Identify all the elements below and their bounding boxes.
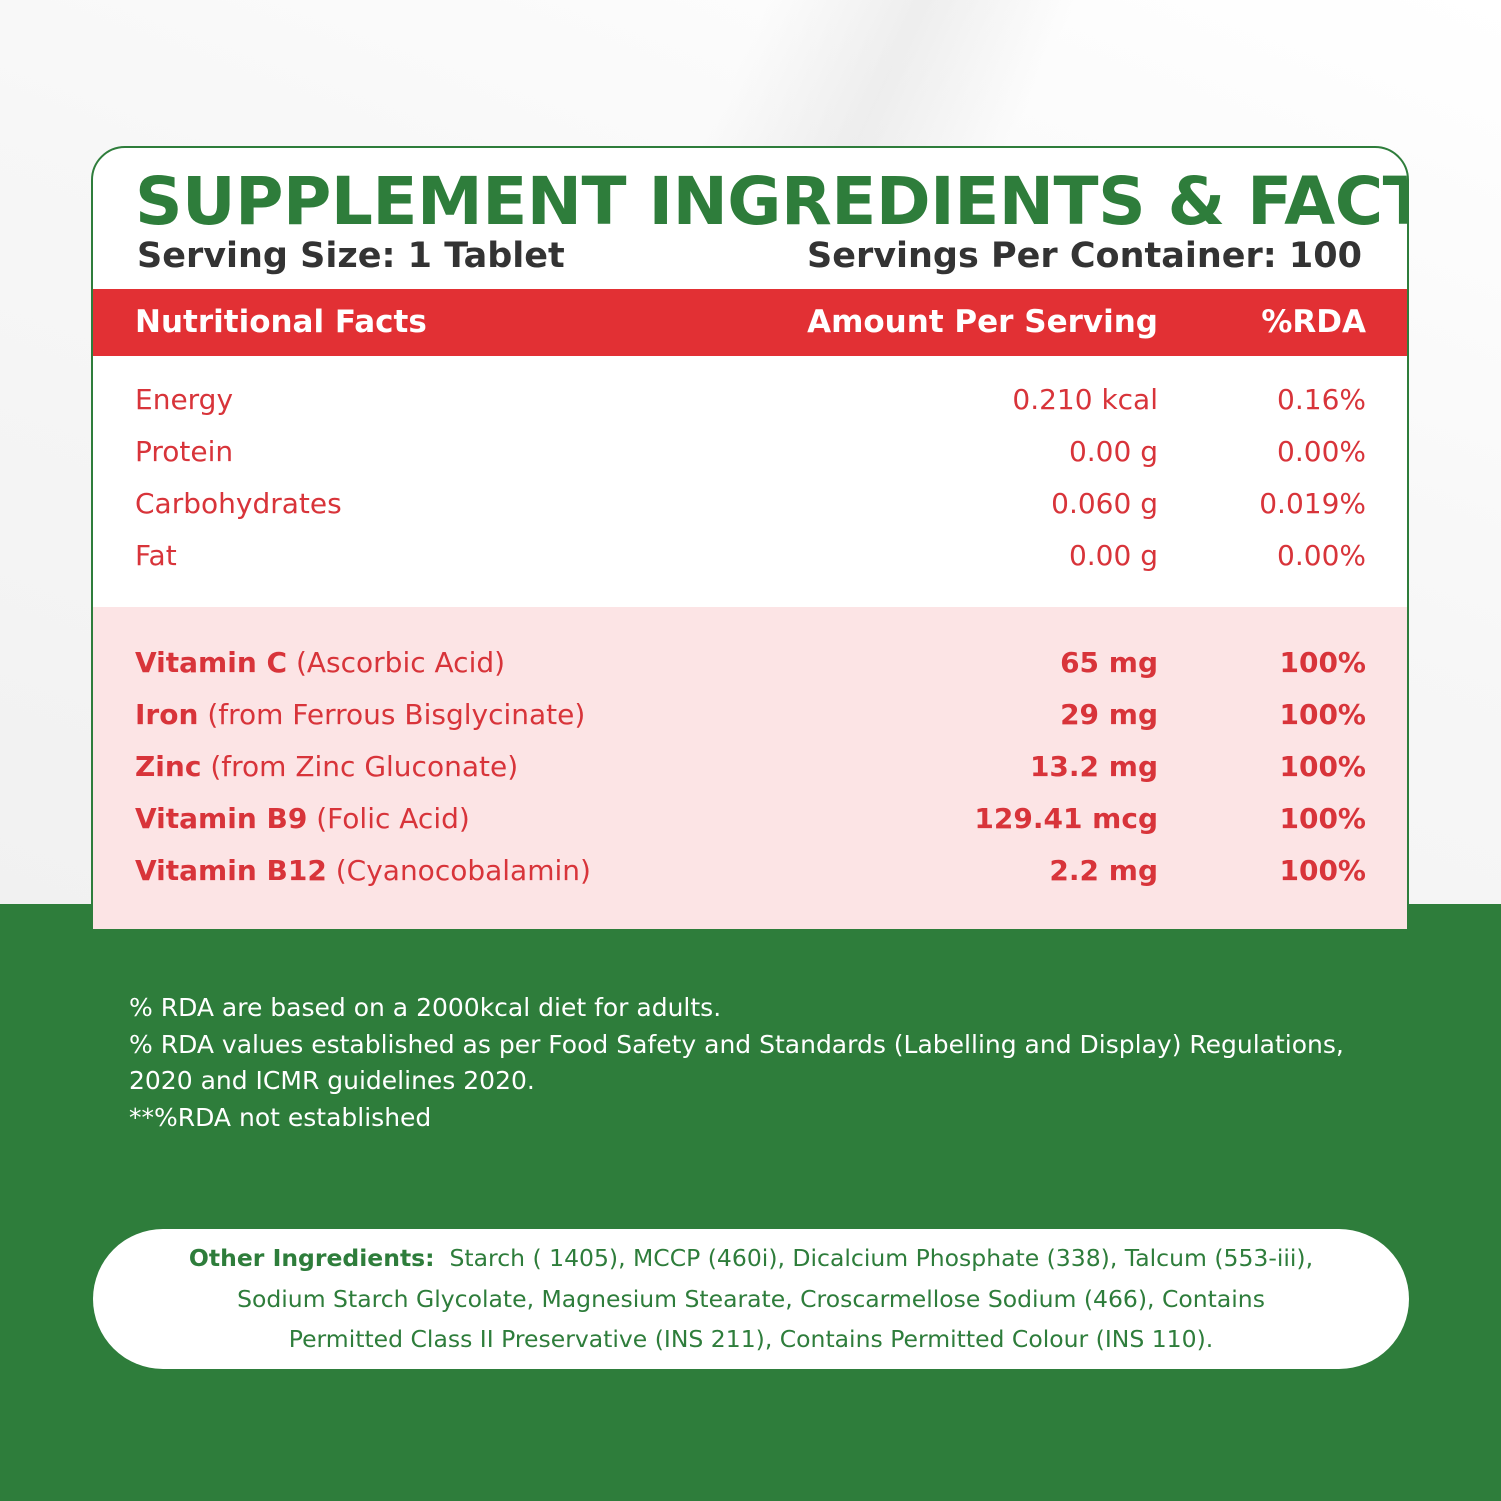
vitamin-source: (from Zinc Gluconate) — [210, 750, 519, 783]
other-ingredients-line2: Sodium Starch Glycolate, Magnesium Stear… — [237, 1284, 1265, 1313]
nutrient-name: Carbohydrates — [135, 487, 342, 520]
nutrient-rda: 0.019% — [1259, 487, 1366, 520]
vitamin-source: (Cyanocobalamin) — [335, 854, 591, 887]
servings-per-container: Servings Per Container: 100 — [807, 236, 1362, 276]
nutrient-amount: 0.00 g — [1068, 435, 1158, 468]
note-line: 2020 and ICMR guidelines 2020. — [129, 1066, 535, 1095]
nutrient-name: Fat — [135, 539, 177, 572]
vitamin-name: Iron — [135, 698, 199, 731]
nutrient-amount: 0.00 g — [1068, 539, 1158, 572]
nutrient-rda: 0.00% — [1277, 435, 1366, 468]
vitamin-amount: 65 mg — [1060, 646, 1158, 679]
other-ingredients-line3: Permitted Class II Preservative (INS 211… — [288, 1325, 1214, 1354]
vitamin-rda: 100% — [1279, 698, 1366, 731]
other-ingredients-box: Other Ingredients: Starch ( 1405), MCCP … — [93, 1229, 1409, 1369]
note-line: % RDA are based on a 2000kcal diet for a… — [129, 993, 722, 1022]
vitamin-source: (Ascorbic Acid) — [295, 646, 506, 679]
rda-notes: % RDA are based on a 2000kcal diet for a… — [129, 990, 1389, 1136]
table-header: Nutritional Facts Amount Per Serving %RD… — [93, 289, 1407, 356]
vitamin-rda: 100% — [1279, 854, 1366, 887]
vitamins-section: Vitamin C (Ascorbic Acid) 65 mg 100% Iro… — [93, 607, 1407, 929]
nutrient-rda: 0.16% — [1277, 383, 1366, 416]
page-title: SUPPLEMENT INGREDIENTS & FACTS — [135, 163, 1409, 240]
vitamin-name: Vitamin C — [135, 646, 288, 679]
vitamin-rda: 100% — [1279, 646, 1366, 679]
facts-card: SUPPLEMENT INGREDIENTS & FACTS Serving S… — [91, 146, 1409, 931]
vitamin-source: (Folic Acid) — [316, 802, 470, 835]
vitamin-amount: 13.2 mg — [1029, 750, 1158, 783]
vitamin-rda: 100% — [1279, 750, 1366, 783]
vitamin-label: Vitamin C (Ascorbic Acid) — [135, 641, 505, 685]
vitamin-label: Vitamin B12 (Cyanocobalamin) — [135, 849, 591, 893]
table-row: Zinc (from Zinc Gluconate) 13.2 mg 100% — [93, 745, 1407, 789]
nutrient-amount: 0.060 g — [1051, 487, 1158, 520]
vitamin-label: Iron (from Ferrous Bisglycinate) — [135, 693, 585, 737]
header-nutritional-facts: Nutritional Facts — [135, 304, 427, 340]
table-row: Iron (from Ferrous Bisglycinate) 29 mg 1… — [93, 693, 1407, 737]
vitamin-amount: 2.2 mg — [1049, 854, 1158, 887]
vitamin-label: Zinc (from Zinc Gluconate) — [135, 745, 518, 789]
table-row: Carbohydrates 0.060 g 0.019% — [93, 482, 1407, 526]
vitamin-name: Zinc — [135, 750, 202, 783]
nutrient-name: Protein — [135, 435, 234, 468]
nutrient-rda: 0.00% — [1277, 539, 1366, 572]
header-rda: %RDA — [1261, 304, 1366, 340]
vitamin-amount: 29 mg — [1060, 698, 1158, 731]
table-row: Vitamin B12 (Cyanocobalamin) 2.2 mg 100% — [93, 849, 1407, 893]
table-row: Fat 0.00 g 0.00% — [93, 534, 1407, 578]
note-line: % RDA values established as per Food Saf… — [129, 1029, 1344, 1059]
nutrient-name: Energy — [135, 383, 234, 416]
background-bottom — [0, 904, 1501, 1501]
nutrient-amount: 0.210 kcal — [1012, 383, 1158, 416]
note-line: **%RDA not established — [129, 1102, 432, 1132]
table-row: Vitamin B9 (Folic Acid) 129.41 mcg 100% — [93, 797, 1407, 841]
other-ingredients-label: Other Ingredients: — [188, 1244, 435, 1273]
vitamin-name: Vitamin B9 — [135, 802, 308, 835]
vitamin-name: Vitamin B12 — [135, 854, 327, 887]
other-ingredients-text: Other Ingredients: Starch ( 1405), MCCP … — [151, 1238, 1351, 1360]
vitamin-label: Vitamin B9 (Folic Acid) — [135, 797, 470, 841]
serving-size: Serving Size: 1 Tablet — [137, 236, 565, 276]
header-amount-per-serving: Amount Per Serving — [807, 304, 1158, 340]
vitamin-source: (from Ferrous Bisglycinate) — [207, 698, 586, 731]
vitamin-amount: 129.41 mcg — [974, 802, 1158, 835]
vitamin-rda: 100% — [1279, 802, 1366, 835]
table-row: Protein 0.00 g 0.00% — [93, 430, 1407, 474]
other-ingredients-line1: Starch ( 1405), MCCP (460i), Dicalcium P… — [449, 1244, 1314, 1273]
table-row: Vitamin C (Ascorbic Acid) 65 mg 100% — [93, 641, 1407, 685]
table-row: Energy 0.210 kcal 0.16% — [93, 378, 1407, 422]
